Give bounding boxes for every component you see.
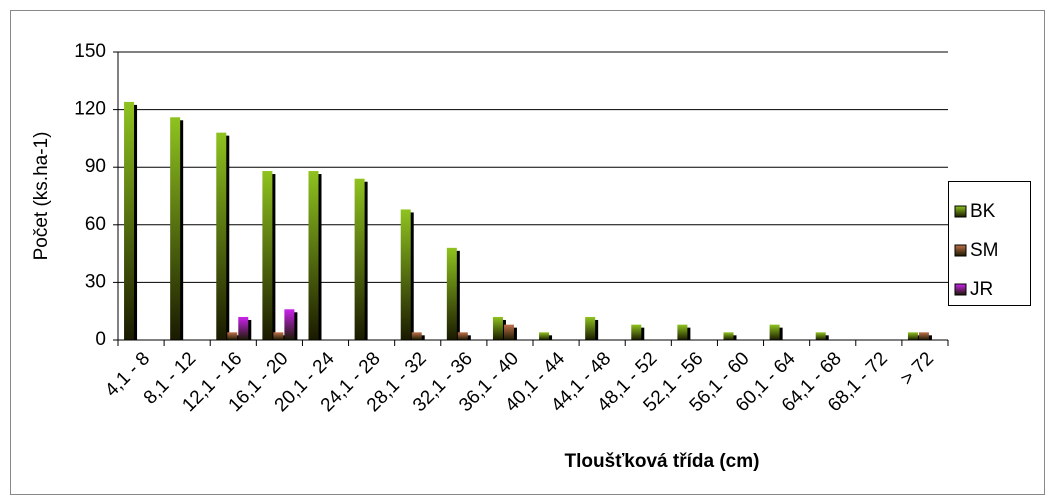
bar bbox=[907, 332, 918, 340]
y-tick-label: 150 bbox=[74, 41, 106, 62]
legend-label: SM bbox=[970, 240, 999, 261]
bar bbox=[723, 332, 734, 340]
bar bbox=[216, 132, 227, 340]
bar bbox=[585, 316, 596, 340]
bar bbox=[503, 324, 514, 340]
chart-frame bbox=[10, 10, 1045, 495]
bar bbox=[273, 332, 284, 340]
bar bbox=[411, 332, 422, 340]
bar bbox=[446, 247, 457, 340]
bar bbox=[815, 332, 826, 340]
bar bbox=[354, 178, 365, 340]
y-tick-label: 60 bbox=[85, 214, 106, 235]
bar bbox=[631, 324, 642, 340]
bar bbox=[769, 324, 780, 340]
bar bbox=[677, 324, 688, 340]
bar bbox=[284, 309, 295, 340]
bar bbox=[918, 332, 929, 340]
y-tick-label: 30 bbox=[85, 271, 106, 292]
legend-swatch bbox=[954, 244, 967, 257]
y-tick-label: 90 bbox=[85, 156, 106, 177]
y-tick-label: 0 bbox=[95, 329, 106, 350]
bar bbox=[308, 171, 319, 340]
legend-swatch bbox=[954, 283, 967, 296]
y-tick-label: 120 bbox=[74, 99, 106, 120]
bar bbox=[457, 332, 468, 340]
y-axis-label: Počet (ks.ha-1) bbox=[31, 132, 52, 261]
x-axis-label: Tloušťková třída (cm) bbox=[565, 451, 760, 472]
legend-label: JR bbox=[970, 279, 993, 300]
bar bbox=[238, 316, 249, 340]
bar bbox=[227, 332, 238, 340]
bar bbox=[539, 332, 550, 340]
bar bbox=[492, 316, 503, 340]
bar bbox=[400, 209, 411, 340]
bar bbox=[170, 117, 181, 340]
bar bbox=[262, 171, 273, 340]
legend-label: BK bbox=[970, 201, 996, 222]
bar bbox=[124, 101, 135, 340]
legend-swatch bbox=[954, 205, 967, 218]
